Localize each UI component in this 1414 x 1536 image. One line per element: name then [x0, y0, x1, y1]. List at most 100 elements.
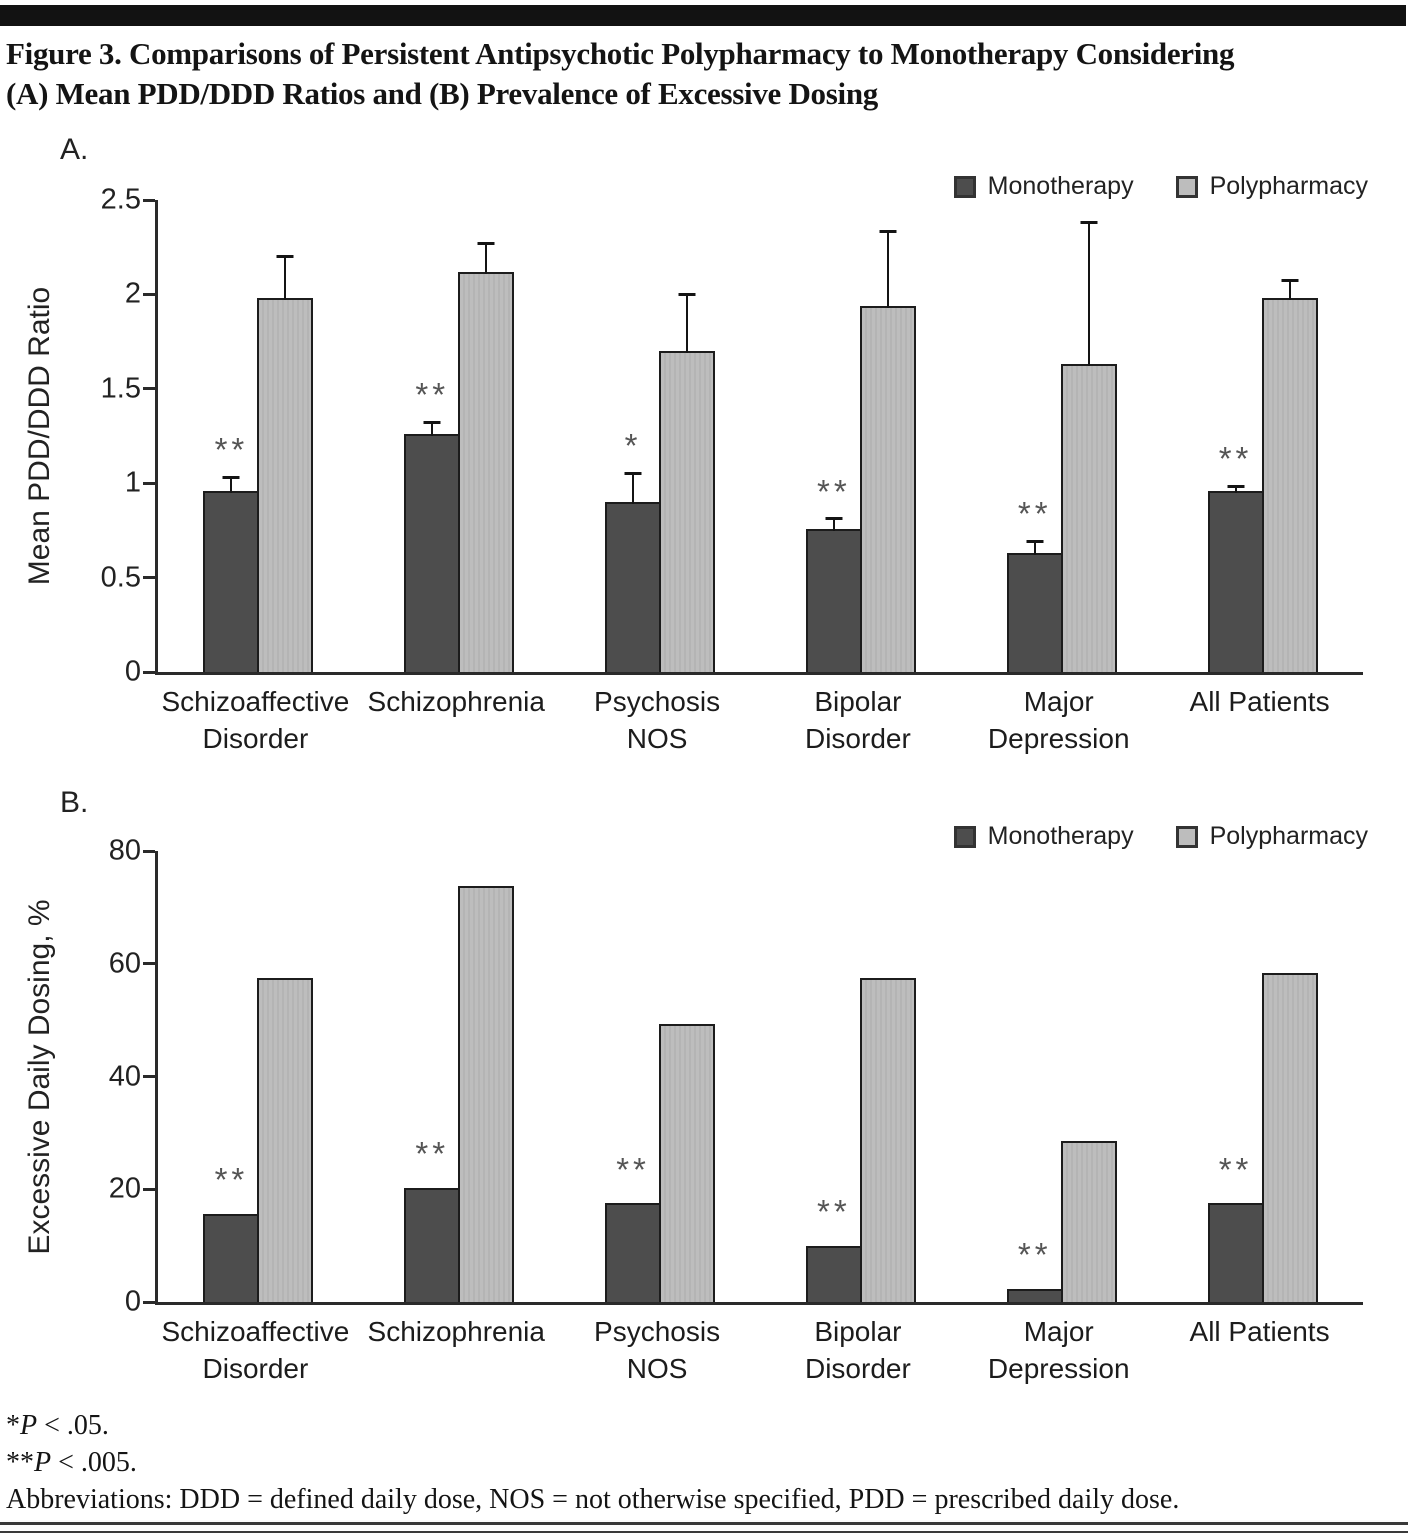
- y-tick-label: 60: [108, 947, 141, 980]
- figure-title: Figure 3. Comparisons of Persistent Anti…: [6, 34, 1412, 113]
- chart-a-plot-area: Mean PDD/DDD Ratio ** ** * ** ** ** 0 0.5 1 1.5 2…: [23, 185, 1363, 686]
- bar-monotherapy-all patients: **: [1207, 443, 1264, 672]
- figure-title-line2: (A) Mean PDD/DDD Ratios and (B) Prevalen…: [6, 75, 878, 111]
- y-tick-mark: [143, 198, 155, 202]
- y-tick-mark: [143, 292, 155, 296]
- category-label: Psychosis NOS: [594, 686, 721, 754]
- bar-group: **: [359, 851, 560, 1302]
- y-tick-mark: [143, 387, 155, 391]
- footnote-p005: **P < .005.: [6, 1446, 137, 1478]
- legend-item-monotherapy: Monotherapy: [953, 822, 1134, 851]
- y-tick-mark: [143, 481, 155, 485]
- bar-group: *: [560, 200, 761, 672]
- bar-polypharmacy-major-depression: [1060, 1141, 1117, 1302]
- significance-marker: **: [1017, 495, 1052, 533]
- bar-group: **: [760, 851, 961, 1302]
- bar-monotherapy-schizophrenia: **: [404, 1137, 461, 1302]
- bar-group: **: [1162, 200, 1363, 672]
- footnote-p05: *P < .05.: [6, 1410, 109, 1441]
- y-tick-label: 0: [124, 655, 141, 688]
- bar-polypharmacy-schizophrenia: [458, 885, 515, 1302]
- bar-polypharmacy-all patients: [1261, 973, 1318, 1302]
- chart-b-category-labels: Schizoaffective Disorder Schizophrenia Psyc…: [155, 1314, 1360, 1388]
- bar-monotherapy-psychosis-nos: **: [605, 1153, 662, 1302]
- y-tick-label: 1.5: [100, 372, 141, 405]
- significance-marker: *: [624, 427, 642, 465]
- bar-monotherapy-schizophrenia: **: [404, 378, 461, 672]
- error-bar: [832, 517, 835, 531]
- bar-polypharmacy-psychosis-nos: [659, 1023, 716, 1302]
- legend-panel-a: Monotherapy Polypharmacy: [953, 172, 1368, 201]
- bar-group: **: [961, 851, 1162, 1302]
- bar-monotherapy-major-depression: **: [1006, 497, 1063, 672]
- bar-monotherapy-bipolar-disorder: **: [805, 1195, 862, 1302]
- bar-group: **: [359, 200, 560, 672]
- chart-b-plot-area: Excessive Daily Dosing, % ** ** ** ** ** ** 0…: [23, 836, 1363, 1316]
- figure-footnotes: *P < .05. **P < .005. Abbreviations: DDD…: [6, 1408, 1414, 1519]
- legend-polypharmacy-label: Polypharmacy: [1209, 822, 1368, 850]
- panel-a-label: A.: [60, 133, 89, 166]
- bottom-border-rule: [0, 1522, 1408, 1533]
- error-bar: [431, 421, 434, 437]
- bar-polypharmacy-bipolar-disorder: [859, 977, 916, 1302]
- y-tick-label: 0.5: [100, 561, 141, 594]
- y-tick-label: 2.5: [100, 183, 141, 216]
- error-bar: [632, 472, 635, 505]
- legend-monotherapy-label: Monotherapy: [987, 172, 1134, 200]
- legend-item-polypharmacy: Polypharmacy: [1175, 822, 1368, 851]
- legend-item-polypharmacy: Polypharmacy: [1175, 172, 1368, 201]
- y-tick-mark: [143, 1187, 155, 1191]
- bar-group: **: [760, 200, 961, 672]
- bar-polypharmacy-psychosis-nos: [659, 292, 716, 672]
- y-tick-mark: [143, 1300, 155, 1304]
- significance-marker: **: [1017, 1236, 1052, 1274]
- legend-monotherapy-label: Monotherapy: [987, 822, 1134, 850]
- significance-marker: **: [214, 1160, 249, 1198]
- error-bar: [1234, 485, 1237, 493]
- bar-group: **: [1162, 851, 1363, 1302]
- y-tick-label: 80: [108, 834, 141, 867]
- significance-marker: **: [817, 1192, 851, 1230]
- bar-group: **: [158, 851, 359, 1302]
- panel-b-label: B.: [60, 786, 89, 819]
- legend-item-monotherapy: Monotherapy: [953, 172, 1134, 201]
- category-label: Schizoaffective Disorder: [161, 686, 350, 754]
- significance-marker: **: [214, 430, 249, 468]
- category-label: All Patients: [1189, 686, 1330, 717]
- chart-b-y-axis-label: Excessive Daily Dosing, %: [23, 898, 56, 1255]
- bar-monotherapy-schizoaffective-disorder: **: [203, 433, 260, 672]
- category-label: Schizoaffective Disorder: [161, 1316, 350, 1384]
- bar-monotherapy-psychosis-nos: *: [605, 429, 662, 672]
- error-bar: [686, 292, 689, 354]
- chart-a-bar-groups: ** ** * ** ** **: [158, 200, 1363, 672]
- category-label: Bipolar Disorder: [804, 686, 911, 754]
- y-tick-label: 0: [124, 1285, 141, 1318]
- bar-polypharmacy-schizophrenia: [458, 241, 515, 672]
- bar-group: **: [158, 200, 359, 672]
- y-tick-label: 1: [124, 466, 141, 499]
- monotherapy-swatch-icon: [953, 175, 976, 198]
- bar-polypharmacy-schizoaffective-disorder: [257, 977, 314, 1302]
- bar-group: **: [560, 851, 761, 1302]
- y-tick-mark: [143, 1075, 155, 1078]
- error-bar: [1087, 220, 1090, 367]
- error-bar: [1288, 279, 1291, 301]
- error-bar: [886, 230, 889, 308]
- error-bar: [230, 475, 233, 493]
- bar-polypharmacy-all patients: [1261, 279, 1318, 672]
- bar-polypharmacy-bipolar-disorder: [859, 230, 916, 672]
- significance-marker: **: [1218, 440, 1253, 478]
- category-label: Schizophrenia: [367, 1316, 545, 1347]
- bar-monotherapy-schizoaffective-disorder: **: [203, 1163, 260, 1302]
- category-label: Major Depression: [987, 686, 1130, 754]
- category-label: Psychosis NOS: [594, 1316, 721, 1384]
- footnote-abbreviations: Abbreviations: DDD = defined daily dose,…: [6, 1483, 1180, 1515]
- significance-marker: **: [817, 472, 851, 510]
- legend-panel-b: Monotherapy Polypharmacy: [953, 822, 1368, 851]
- significance-marker: **: [616, 1150, 650, 1188]
- y-tick-label: 20: [108, 1172, 141, 1205]
- chart-a-category-labels: Schizoaffective Disorder Schizophrenia Psyc…: [155, 684, 1360, 758]
- monotherapy-swatch-icon: [953, 825, 976, 848]
- bar-monotherapy-major-depression: **: [1006, 1238, 1063, 1302]
